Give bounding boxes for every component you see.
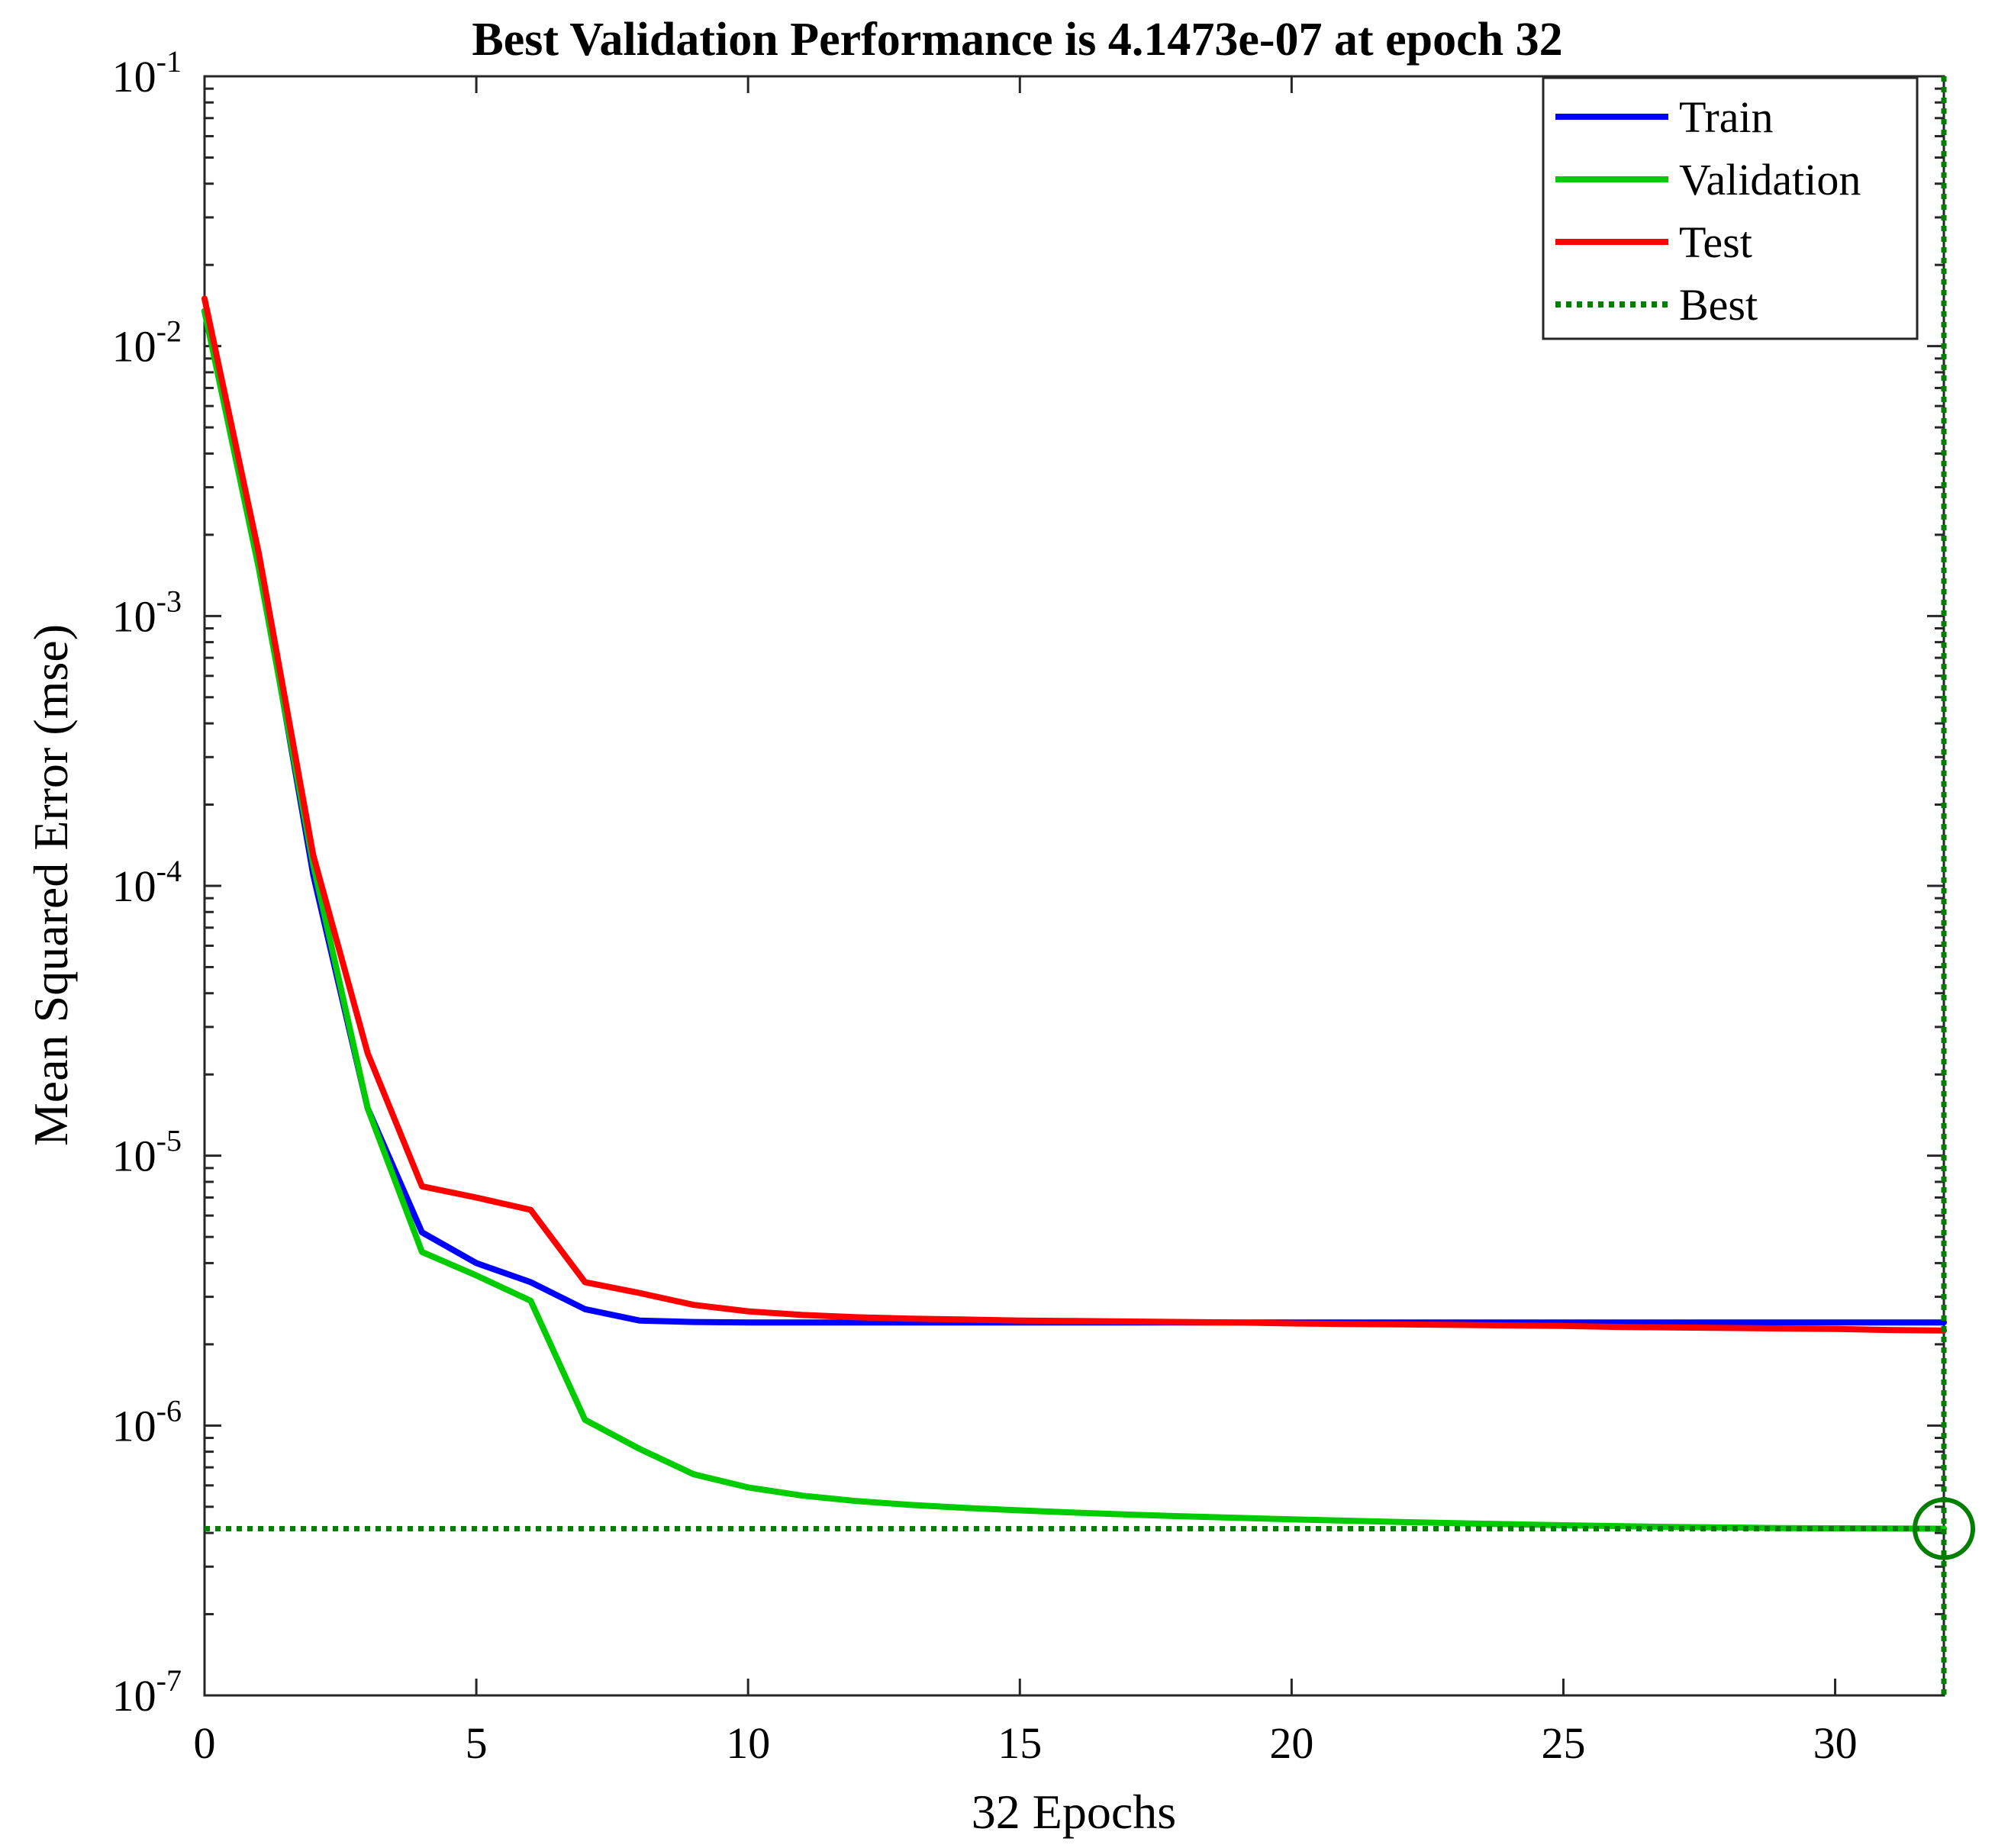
y-tick-label: 10-5: [112, 1124, 182, 1181]
series-line-validation: [201, 307, 1947, 1532]
y-axis-label: Mean Squared Error (mse): [24, 624, 78, 1146]
legend: Train Validation Test Best: [1542, 76, 1919, 340]
tick-labels: 0 5 10 15 20 25 30 10-7 10-6 10-5 10-4 10-3 10-2 10-1: [112, 44, 1858, 1768]
legend-box: [1542, 76, 1919, 340]
x-tick-label: 0: [194, 1718, 216, 1768]
y-tick-label: 10-1: [112, 44, 182, 101]
best-point-marker: [1913, 1497, 1975, 1560]
axis-ticks: [203, 75, 1944, 1697]
y-tick-label: 10-2: [112, 314, 182, 372]
chart-title: Best Validation Performance is 4.1473e-0…: [472, 14, 1562, 66]
y-tick-label: 10-3: [112, 584, 182, 641]
series-group: [201, 295, 1947, 1532]
legend-label-test: Test: [1679, 217, 1752, 267]
y-tick-label: 10-6: [112, 1393, 182, 1450]
x-tick-label: 10: [726, 1718, 770, 1768]
y-tick-label: 10-7: [112, 1663, 182, 1721]
plot-area: [203, 75, 1945, 1697]
legend-label-train: Train: [1679, 92, 1774, 142]
x-tick-label: 5: [466, 1718, 488, 1768]
legend-label-best: Best: [1679, 280, 1758, 330]
best-markers: [205, 76, 1975, 1695]
y-tick-label: 10-4: [112, 854, 182, 911]
x-tick-label: 25: [1541, 1718, 1585, 1768]
x-tick-label: 20: [1269, 1718, 1313, 1768]
x-tick-label: 15: [998, 1718, 1042, 1768]
legend-label-validation: Validation: [1679, 155, 1861, 204]
series-line-test: [201, 295, 1947, 1334]
x-tick-label: 30: [1813, 1718, 1858, 1768]
x-axis-label: 32 Epochs: [972, 1785, 1176, 1839]
